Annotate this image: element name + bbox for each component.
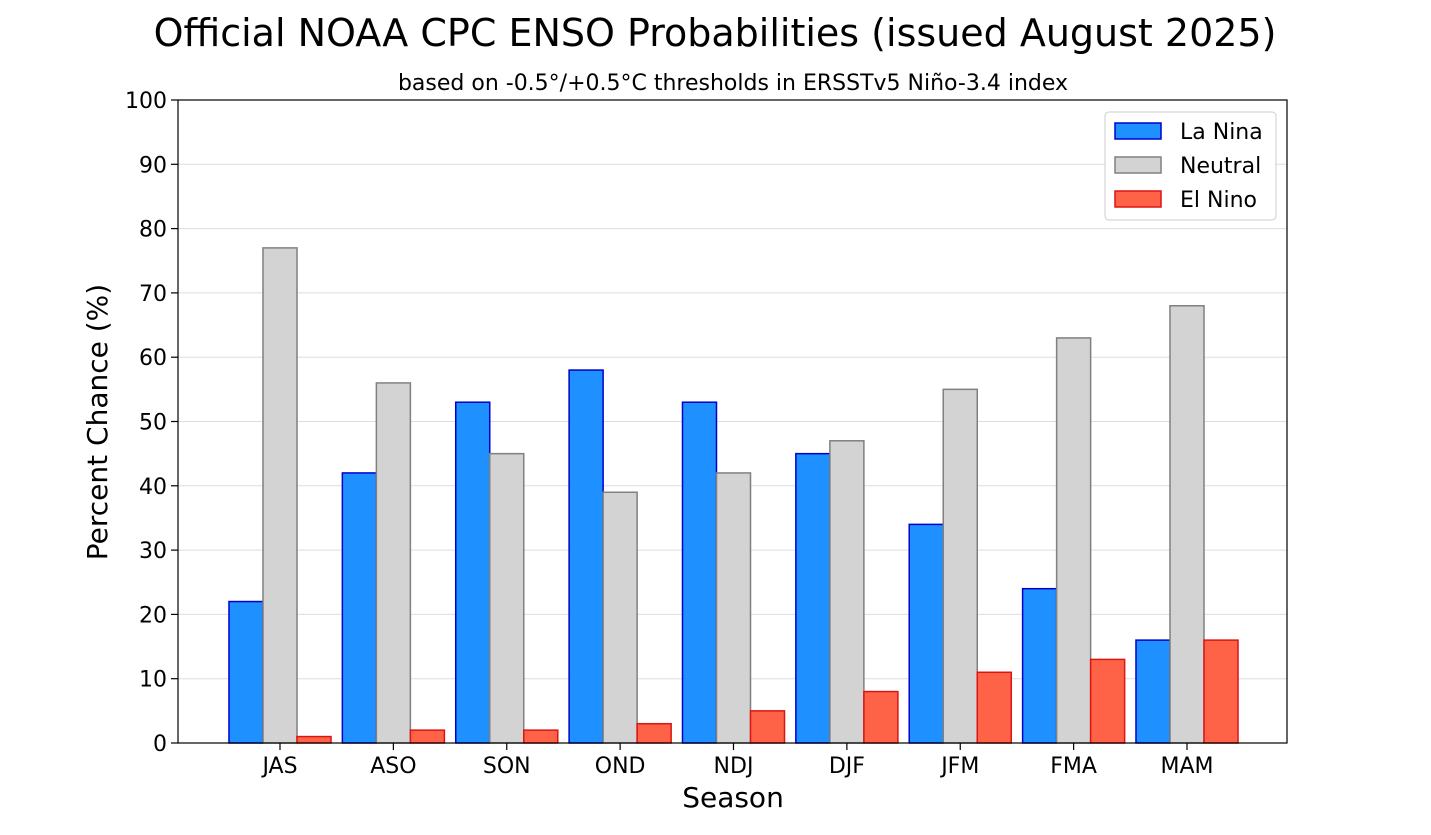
bar-la-nina bbox=[228, 600, 264, 744]
legend: La Nina Neutral El Nino bbox=[1104, 111, 1277, 221]
y-tick-label: 40 bbox=[139, 475, 167, 500]
legend-label: El Nino bbox=[1180, 188, 1257, 213]
x-tick-label: SON bbox=[483, 754, 531, 779]
bar-el-nino bbox=[636, 722, 672, 744]
bar-la-nina bbox=[1021, 587, 1058, 744]
x-tick-label: JFM bbox=[939, 754, 979, 779]
bar-el-nino bbox=[976, 671, 1013, 744]
bars bbox=[228, 247, 1239, 744]
bar-neutral bbox=[1169, 305, 1205, 744]
x-tick-label: MAM bbox=[1160, 754, 1213, 779]
bar-neutral bbox=[829, 440, 865, 744]
bar-la-nina bbox=[1135, 639, 1171, 744]
bar-el-nino bbox=[863, 690, 899, 744]
bar-neutral bbox=[602, 491, 638, 744]
legend-label: La Nina bbox=[1180, 120, 1263, 145]
legend-label: Neutral bbox=[1180, 154, 1261, 179]
bar-la-nina bbox=[681, 401, 718, 744]
bar-el-nino bbox=[296, 735, 332, 744]
bar-neutral bbox=[1055, 337, 1092, 744]
x-tick-label: OND bbox=[595, 754, 646, 779]
bar-la-nina bbox=[341, 472, 378, 744]
chart-subtitle: based on -0.5°/+0.5°C thresholds in ERSS… bbox=[398, 71, 1068, 96]
bar-la-nina bbox=[908, 523, 944, 744]
bar-la-nina bbox=[454, 401, 491, 744]
bar-el-nino bbox=[409, 729, 446, 744]
x-tick-label: JAS bbox=[260, 754, 297, 779]
legend-swatch-el-nino bbox=[1114, 190, 1162, 208]
y-tick-label: 0 bbox=[153, 732, 167, 757]
bar-neutral bbox=[262, 247, 298, 744]
y-tick-label: 30 bbox=[139, 539, 167, 564]
y-tick-label: 70 bbox=[139, 282, 167, 307]
y-tick-label: 20 bbox=[139, 603, 167, 628]
y-tick-label: 60 bbox=[139, 346, 167, 371]
x-tick-label: DJF bbox=[829, 754, 865, 779]
bar-la-nina bbox=[795, 452, 831, 744]
y-axis-ticks: 0 10 20 30 40 50 60 70 80 90 100 bbox=[125, 89, 178, 757]
bar-neutral bbox=[942, 388, 979, 744]
y-tick-label: 10 bbox=[139, 668, 167, 693]
x-axis-label: Season bbox=[682, 781, 784, 814]
x-tick-label: ASO bbox=[370, 754, 416, 779]
bar-neutral bbox=[488, 452, 525, 744]
x-tick-label: NDJ bbox=[714, 754, 754, 779]
y-axis-label: Percent Chance (%) bbox=[81, 284, 114, 560]
legend-swatch-la-nina bbox=[1114, 122, 1162, 140]
x-tick-label: FMA bbox=[1050, 754, 1097, 779]
chart-title: Official NOAA CPC ENSO Probabilities (is… bbox=[154, 11, 1277, 55]
bar-neutral bbox=[715, 472, 752, 744]
bar-el-nino bbox=[1203, 639, 1239, 744]
bar-el-nino bbox=[523, 729, 559, 744]
y-tick-label: 50 bbox=[139, 411, 167, 436]
y-tick-label: 80 bbox=[139, 218, 167, 243]
y-tick-label: 90 bbox=[139, 153, 167, 178]
bar-el-nino bbox=[1089, 658, 1126, 744]
bar-neutral bbox=[375, 382, 412, 744]
x-axis-ticks: JAS ASO SON OND NDJ DJF JFM FMA MAM bbox=[260, 743, 1214, 779]
bar-la-nina bbox=[568, 369, 604, 744]
y-tick-label: 100 bbox=[125, 89, 167, 114]
legend-swatch-neutral bbox=[1114, 156, 1162, 174]
bar-el-nino bbox=[749, 710, 786, 744]
